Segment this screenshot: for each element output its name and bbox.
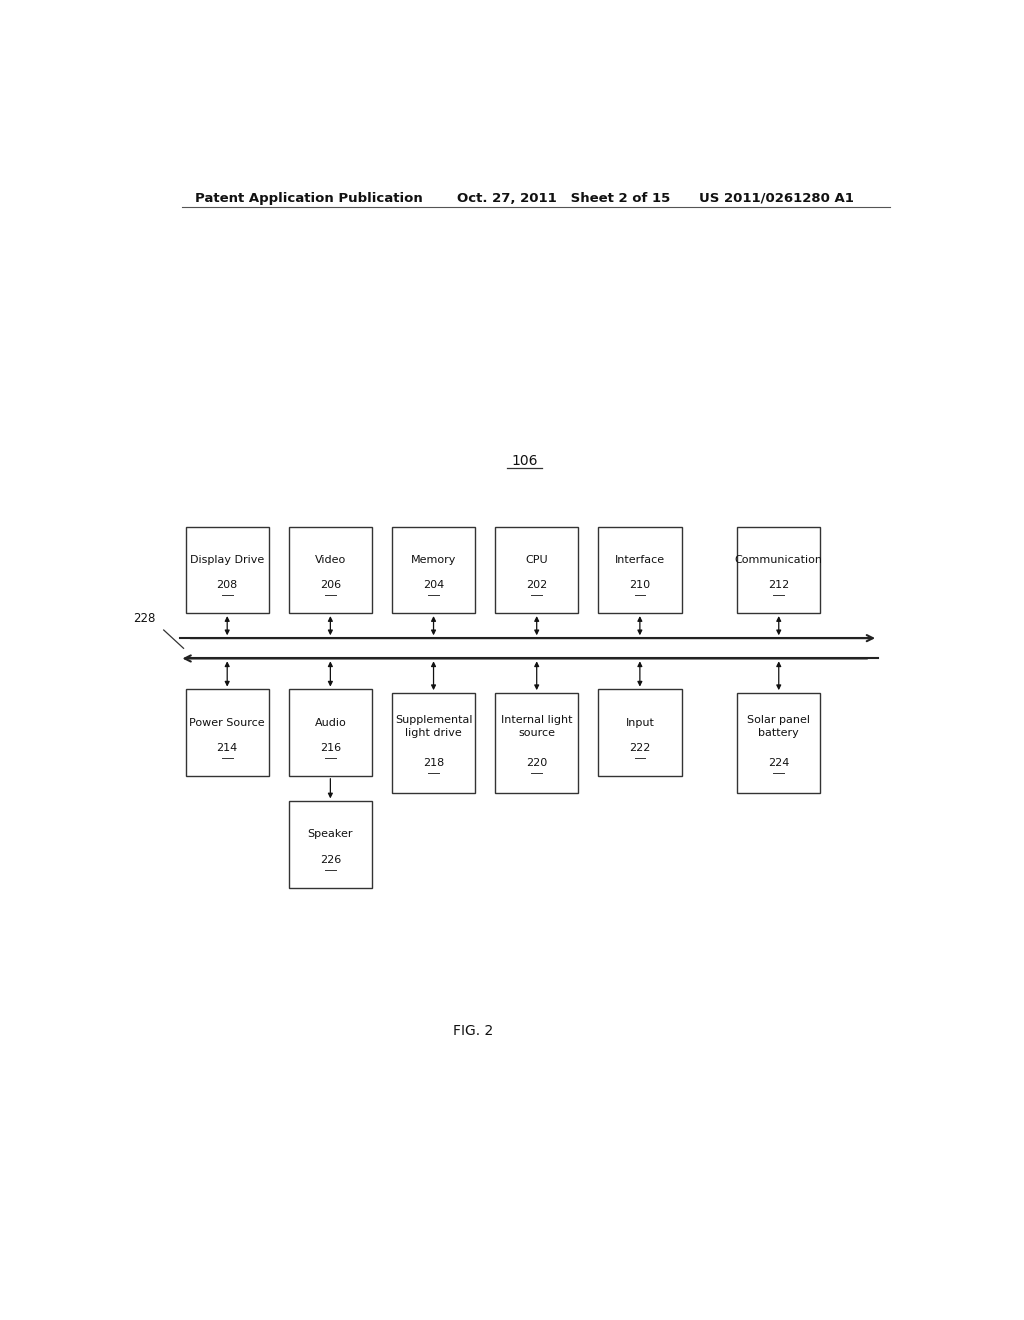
Text: 106: 106	[512, 454, 538, 469]
Bar	[598, 689, 682, 776]
Text: Power Source: Power Source	[189, 718, 265, 727]
Bar	[598, 527, 682, 614]
Text: 206: 206	[319, 581, 341, 590]
Text: 208: 208	[216, 581, 238, 590]
Text: Interface: Interface	[614, 554, 665, 565]
Text: 218: 218	[423, 758, 444, 768]
Bar	[289, 527, 372, 614]
Text: Solar panel
battery: Solar panel battery	[748, 715, 810, 738]
Text: Memory: Memory	[411, 554, 457, 565]
Text: 214: 214	[216, 743, 238, 752]
Bar	[185, 527, 269, 614]
Text: Audio: Audio	[314, 718, 346, 727]
Bar	[495, 693, 579, 792]
Text: Oct. 27, 2011   Sheet 2 of 15: Oct. 27, 2011 Sheet 2 of 15	[458, 191, 671, 205]
Text: 204: 204	[423, 581, 444, 590]
Bar	[392, 527, 475, 614]
Text: 202: 202	[526, 581, 548, 590]
Text: Speaker: Speaker	[307, 829, 353, 840]
Text: 224: 224	[768, 758, 790, 768]
Text: 228: 228	[133, 612, 156, 624]
Text: 212: 212	[768, 581, 790, 590]
Text: 216: 216	[319, 743, 341, 752]
Text: Communication: Communication	[735, 554, 822, 565]
Text: 210: 210	[630, 581, 650, 590]
Bar	[392, 693, 475, 792]
Bar	[737, 527, 820, 614]
Bar	[289, 801, 372, 887]
Text: Patent Application Publication: Patent Application Publication	[196, 191, 423, 205]
Bar	[737, 693, 820, 792]
Text: FIG. 2: FIG. 2	[453, 1024, 494, 1039]
Bar	[495, 527, 579, 614]
Text: Internal light
source: Internal light source	[501, 715, 572, 738]
Bar	[289, 689, 372, 776]
Text: Supplemental
light drive: Supplemental light drive	[395, 715, 472, 738]
Text: US 2011/0261280 A1: US 2011/0261280 A1	[699, 191, 854, 205]
Text: Display Drive: Display Drive	[190, 554, 264, 565]
Text: 220: 220	[526, 758, 548, 768]
Text: Input: Input	[626, 718, 654, 727]
Text: 222: 222	[629, 743, 650, 752]
Text: CPU: CPU	[525, 554, 548, 565]
Text: Video: Video	[314, 554, 346, 565]
Text: 226: 226	[319, 855, 341, 865]
Bar	[185, 689, 269, 776]
